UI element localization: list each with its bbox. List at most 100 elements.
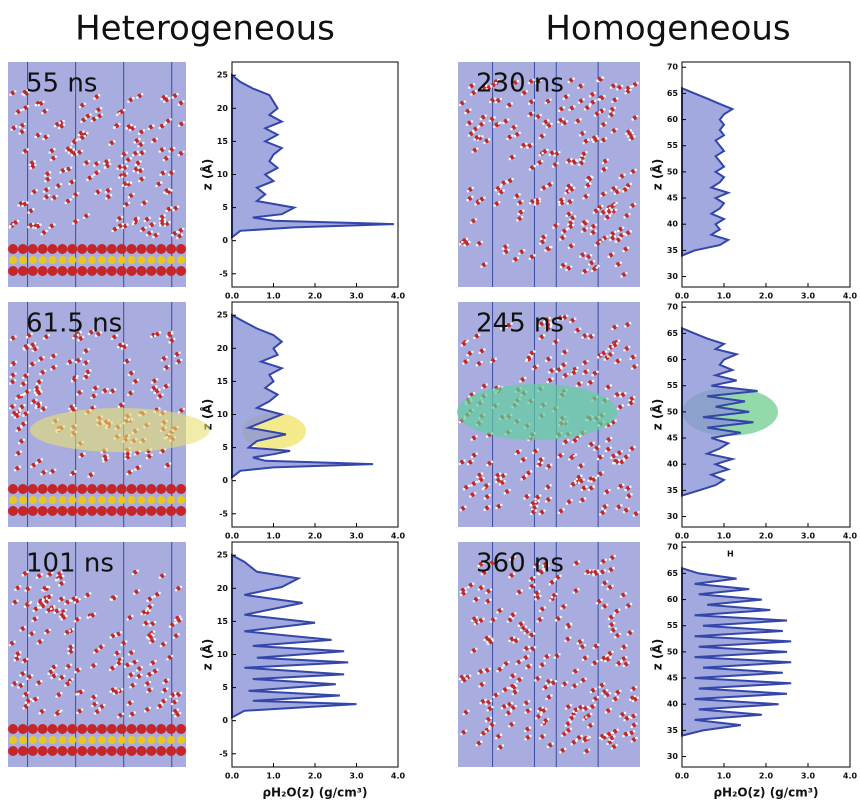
- oxygen-atom: [532, 365, 538, 370]
- hydrogen-atom: [540, 723, 543, 727]
- hydrogen-atom: [62, 580, 66, 584]
- substrate-atom: [9, 496, 17, 504]
- hydrogen-atom: [548, 316, 551, 320]
- oxygen-atom: [45, 177, 50, 182]
- substrate-atom: [177, 496, 185, 504]
- oxygen-atom: [561, 604, 566, 609]
- hydrogen-atom: [577, 560, 581, 563]
- density-tick-label: 3.0: [801, 772, 816, 781]
- substrate-atom: [57, 266, 68, 276]
- hydrogen-atom: [603, 733, 607, 736]
- oxygen-atom: [606, 446, 611, 452]
- hydrogen-atom: [575, 683, 579, 686]
- oxygen-atom: [172, 93, 178, 98]
- oxygen-atom: [23, 691, 29, 697]
- oxygen-atom: [541, 234, 546, 240]
- substrate-atom: [97, 496, 106, 504]
- hydrogen-atom: [81, 689, 85, 692]
- substrate-atom: [117, 496, 126, 504]
- oxygen-atom: [569, 187, 574, 192]
- hydrogen-atom: [600, 353, 603, 357]
- hydrogen-atom: [43, 631, 47, 635]
- hydrogen-atom: [558, 652, 561, 656]
- oxygen-atom: [484, 483, 489, 488]
- hydrogen-atom: [116, 113, 119, 117]
- oxygen-atom: [614, 392, 620, 397]
- hydrogen-atom: [494, 81, 498, 85]
- hydrogen-atom: [72, 222, 75, 225]
- hydrogen-atom: [532, 78, 535, 82]
- hydrogen-atom: [594, 243, 597, 247]
- hydrogen-atom: [484, 698, 487, 702]
- oxygen-atom: [473, 597, 479, 602]
- z-tick-label: 65: [667, 89, 679, 98]
- substrate-atom: [97, 736, 106, 744]
- hydrogen-atom: [571, 219, 575, 223]
- oxygen-atom: [59, 123, 64, 129]
- oxygen-atom: [121, 152, 127, 157]
- hydrogen-atom: [582, 463, 585, 466]
- oxygen-atom: [546, 679, 551, 684]
- oxygen-atom: [580, 497, 585, 503]
- oxygen-atom: [530, 501, 536, 506]
- oxygen-atom: [24, 389, 30, 394]
- hydrogen-atom: [544, 681, 548, 685]
- hydrogen-atom: [514, 612, 517, 615]
- hydrogen-atom: [95, 116, 98, 119]
- oxygen-atom: [178, 228, 183, 233]
- hydrogen-atom: [572, 77, 575, 80]
- z-tick-label: -5: [219, 749, 228, 758]
- hydrogen-atom: [145, 609, 148, 612]
- substrate-atom: [47, 724, 58, 734]
- highlight: [457, 384, 617, 440]
- hydrogen-atom: [615, 201, 618, 205]
- hydrogen-atom: [30, 401, 33, 405]
- hydrogen-atom: [42, 337, 46, 340]
- hydrogen-atom: [19, 651, 22, 654]
- hydrogen-atom: [182, 407, 186, 411]
- hydrogen-atom: [499, 97, 503, 101]
- oxygen-atom: [535, 676, 540, 681]
- hydrogen-atom: [548, 245, 552, 249]
- hydrogen-atom: [128, 358, 131, 361]
- hydrogen-atom: [627, 731, 630, 734]
- oxygen-atom: [56, 183, 61, 188]
- density-tick-label: 2.0: [308, 292, 323, 301]
- hydrogen-atom: [28, 364, 32, 368]
- hydrogen-atom: [26, 677, 29, 680]
- hydrogen-atom: [151, 603, 154, 607]
- hydrogen-atom: [469, 495, 472, 498]
- oxygen-atom: [170, 622, 175, 628]
- hydrogen-atom: [629, 182, 632, 186]
- oxygen-atom: [116, 660, 122, 666]
- z-tick-label: 10: [217, 650, 229, 659]
- hydrogen-atom: [99, 331, 103, 334]
- hydrogen-atom: [146, 607, 150, 610]
- hydrogen-atom: [610, 131, 614, 134]
- substrate-atom: [116, 746, 127, 756]
- hydrogen-atom: [536, 464, 539, 468]
- hydrogen-atom: [508, 575, 511, 579]
- oxygen-atom: [570, 482, 576, 487]
- oxygen-atom: [556, 367, 562, 372]
- hydrogen-atom: [164, 121, 168, 125]
- hydrogen-atom: [607, 115, 611, 118]
- hydrogen-atom: [533, 565, 536, 569]
- hydrogen-atom: [142, 176, 146, 179]
- hydrogen-atom: [120, 660, 123, 663]
- hydrogen-atom: [135, 676, 139, 680]
- hydrogen-atom: [477, 480, 481, 483]
- hydrogen-atom: [75, 139, 78, 142]
- hydrogen-atom: [477, 564, 480, 568]
- oxygen-atom: [625, 322, 630, 327]
- hydrogen-atom: [48, 226, 51, 230]
- hydrogen-atom: [132, 169, 136, 173]
- oxygen-atom: [524, 494, 529, 499]
- oxygen-atom: [19, 129, 25, 134]
- hydrogen-atom: [165, 94, 168, 98]
- hydrogen-atom: [18, 132, 22, 135]
- oxygen-atom: [156, 181, 161, 187]
- hydrogen-atom: [65, 614, 68, 618]
- oxygen-atom: [536, 79, 541, 84]
- oxygen-atom: [582, 333, 587, 338]
